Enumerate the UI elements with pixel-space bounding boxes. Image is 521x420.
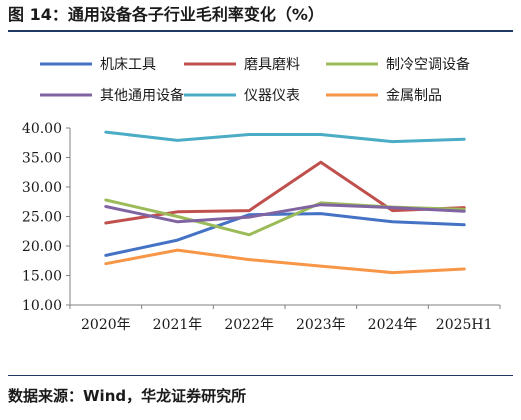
legend-label: 金属制品 [386, 88, 442, 104]
legend-item: 制冷空调设备 [326, 56, 470, 73]
y-tick-label: 30.00 [22, 180, 62, 196]
legend-label: 磨具磨料 [244, 57, 300, 73]
legend-item: 仪器仪表 [184, 88, 300, 104]
x-tick-label: 2024年 [368, 317, 418, 333]
legend-label: 制冷空调设备 [386, 56, 470, 73]
series-line [104, 203, 466, 224]
y-tick-label: 35.00 [22, 151, 62, 167]
legend-label: 仪器仪表 [244, 88, 300, 104]
y-tick-label: 20.00 [22, 239, 62, 255]
chart-axes: 10.00 15.00 20.00 25.00 30.00 35.00 40.00 2020年… [22, 121, 501, 333]
legend-label: 机床工具 [100, 57, 156, 73]
legend-item: 金属制品 [326, 88, 442, 104]
y-tick-label: 10.00 [22, 298, 62, 314]
source-divider [8, 375, 513, 376]
legend-item: 磨具磨料 [184, 57, 300, 73]
legend-item: 其他通用设备 [40, 87, 184, 104]
x-tick-label: 2023年 [296, 317, 346, 333]
series-line [104, 130, 466, 144]
y-tick-label: 40.00 [22, 121, 62, 137]
series-line [104, 212, 466, 257]
title-divider [8, 30, 513, 32]
chart-series [104, 130, 466, 275]
x-tick-label: 2022年 [224, 317, 274, 333]
y-tick-label: 15.00 [22, 269, 62, 285]
x-tick-label: 2020年 [81, 317, 131, 333]
series-line [104, 248, 466, 275]
x-tick-label: 2021年 [153, 317, 203, 333]
legend-item: 机床工具 [40, 57, 156, 73]
legend-label: 其他通用设备 [100, 87, 184, 104]
figure-title: 图 14：通用设备各子行业毛利率变化（%） [8, 5, 324, 24]
data-source: 数据来源：Wind，华龙证券研究所 [8, 387, 247, 405]
y-tick-label: 25.00 [22, 210, 62, 226]
x-tick-label: 2025H1 [436, 317, 493, 333]
